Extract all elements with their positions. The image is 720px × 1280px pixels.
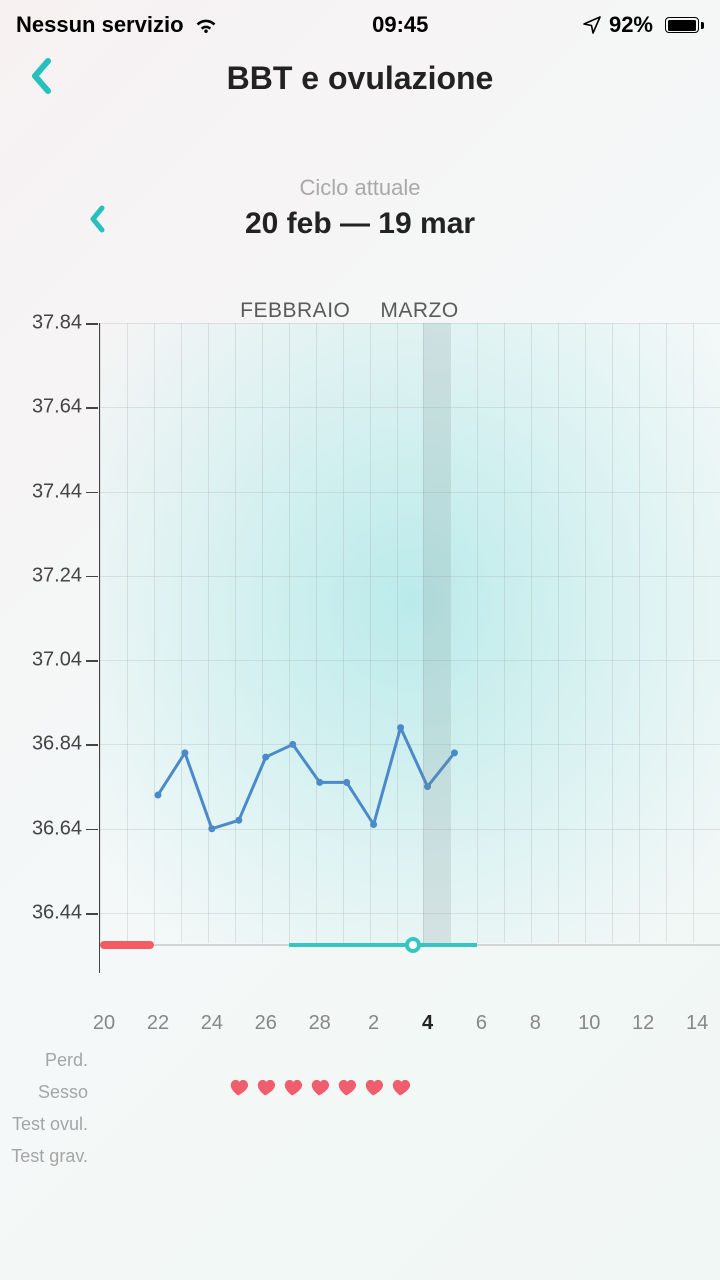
page-header: BBT e ovulazione <box>0 46 720 103</box>
wifi-icon <box>194 16 218 34</box>
y-tick-label: 37.84 <box>32 312 82 335</box>
heart-icon <box>228 1078 250 1103</box>
y-tick-label: 36.64 <box>32 817 82 840</box>
row-ovul: Test ovul. <box>0 1108 720 1140</box>
page-title: BBT e ovulazione <box>0 60 720 97</box>
cycle-timeline <box>100 941 720 951</box>
bbt-line-series <box>100 323 720 943</box>
y-tick-label: 37.24 <box>32 564 82 587</box>
row-perd: Perd. <box>0 1044 720 1076</box>
location-icon <box>583 16 601 34</box>
x-tick-label: 26 <box>255 1012 277 1035</box>
x-tick-label: 6 <box>476 1012 487 1035</box>
month-label: MARZO <box>380 299 458 323</box>
y-tick-label: 36.84 <box>32 733 82 756</box>
x-tick-label: 28 <box>309 1012 331 1035</box>
heart-icon <box>363 1078 385 1103</box>
x-tick-label: 4 <box>422 1012 433 1035</box>
ovulation-marker <box>405 937 421 953</box>
row-sesso: Sesso <box>0 1076 720 1108</box>
row-label-ovul: Test ovul. <box>0 1114 100 1135</box>
y-axis: 37.8437.6437.4437.2437.0436.8436.6436.44 <box>0 323 100 973</box>
status-left: Nessun servizio <box>16 12 218 38</box>
row-grav: Test grav. <box>0 1140 720 1172</box>
cycle-range: 20 feb — 19 mar <box>0 207 720 241</box>
tracker-rows: Perd. Sesso Test ovul. Test grav. <box>0 1044 720 1172</box>
cycle-label: Ciclo attuale <box>0 175 720 201</box>
x-tick-label: 8 <box>530 1012 541 1035</box>
x-tick-label: 20 <box>93 1012 115 1035</box>
x-tick-label: 2 <box>368 1012 379 1035</box>
current-day-highlight <box>423 323 450 943</box>
carrier-text: Nessun servizio <box>16 12 184 38</box>
status-time: 09:45 <box>372 12 428 38</box>
battery-pct: 92% <box>609 12 653 38</box>
heart-icon <box>336 1078 358 1103</box>
y-tick-label: 37.04 <box>32 649 82 672</box>
cycle-selector: Ciclo attuale 20 feb — 19 mar <box>0 175 720 241</box>
status-bar: Nessun servizio 09:45 92% <box>0 0 720 46</box>
month-label: FEBBRAIO <box>240 299 350 323</box>
back-button[interactable] <box>28 56 54 96</box>
timeline-period <box>100 941 154 949</box>
x-tick-label: 10 <box>578 1012 600 1035</box>
row-label-sesso: Sesso <box>0 1082 100 1103</box>
row-label-perd: Perd. <box>0 1050 100 1071</box>
y-tick-label: 36.44 <box>32 902 82 925</box>
heart-icon <box>390 1078 412 1103</box>
timeline-fertile <box>289 943 478 947</box>
x-tick-label: 14 <box>686 1012 708 1035</box>
heart-icon <box>309 1078 331 1103</box>
heart-icon <box>255 1078 277 1103</box>
row-label-grav: Test grav. <box>0 1146 100 1167</box>
status-right: 92% <box>583 12 704 38</box>
x-tick-label: 22 <box>147 1012 169 1035</box>
battery-icon <box>661 17 704 33</box>
heart-icon <box>282 1078 304 1103</box>
x-tick-label: 12 <box>632 1012 654 1035</box>
cycle-prev-button[interactable] <box>88 205 106 233</box>
bbt-chart[interactable]: FEBBRAIOMARZO 37.8437.6437.4437.2437.043… <box>0 323 720 973</box>
x-tick-label: 24 <box>201 1012 223 1035</box>
y-tick-label: 37.44 <box>32 480 82 503</box>
y-tick-label: 37.64 <box>32 396 82 419</box>
chart-plot-area[interactable] <box>100 323 720 943</box>
